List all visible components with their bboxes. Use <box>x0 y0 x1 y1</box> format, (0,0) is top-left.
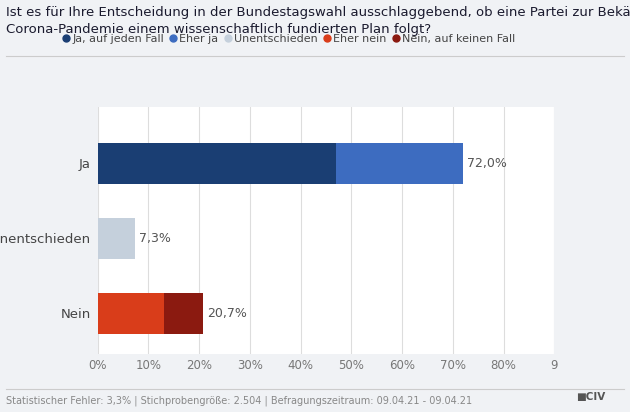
Bar <box>164 293 203 334</box>
Bar <box>98 143 336 184</box>
Text: Corona-Pandemie einem wissenschaftlich fundierten Plan folgt?: Corona-Pandemie einem wissenschaftlich f… <box>6 23 432 36</box>
Text: 20,7%: 20,7% <box>207 307 246 320</box>
Text: 72,0%: 72,0% <box>467 157 507 170</box>
Bar <box>98 218 135 259</box>
Text: Ist es für Ihre Entscheidung in der Bundestagswahl ausschlaggebend, ob eine Part: Ist es für Ihre Entscheidung in der Bund… <box>6 6 630 19</box>
Text: 7,3%: 7,3% <box>139 232 171 245</box>
Text: ■CIV: ■CIV <box>576 392 605 402</box>
Legend: Ja, auf jeden Fall, Eher ja, Unentschieden, Eher nein, Nein, auf keinen Fall: Ja, auf jeden Fall, Eher ja, Unentschied… <box>63 33 516 44</box>
Bar <box>336 143 463 184</box>
Text: Statistischer Fehler: 3,3% | Stichprobengröße: 2.504 | Befragungszeitraum: 09.04: Statistischer Fehler: 3,3% | Stichproben… <box>6 396 472 406</box>
Bar <box>98 293 164 334</box>
